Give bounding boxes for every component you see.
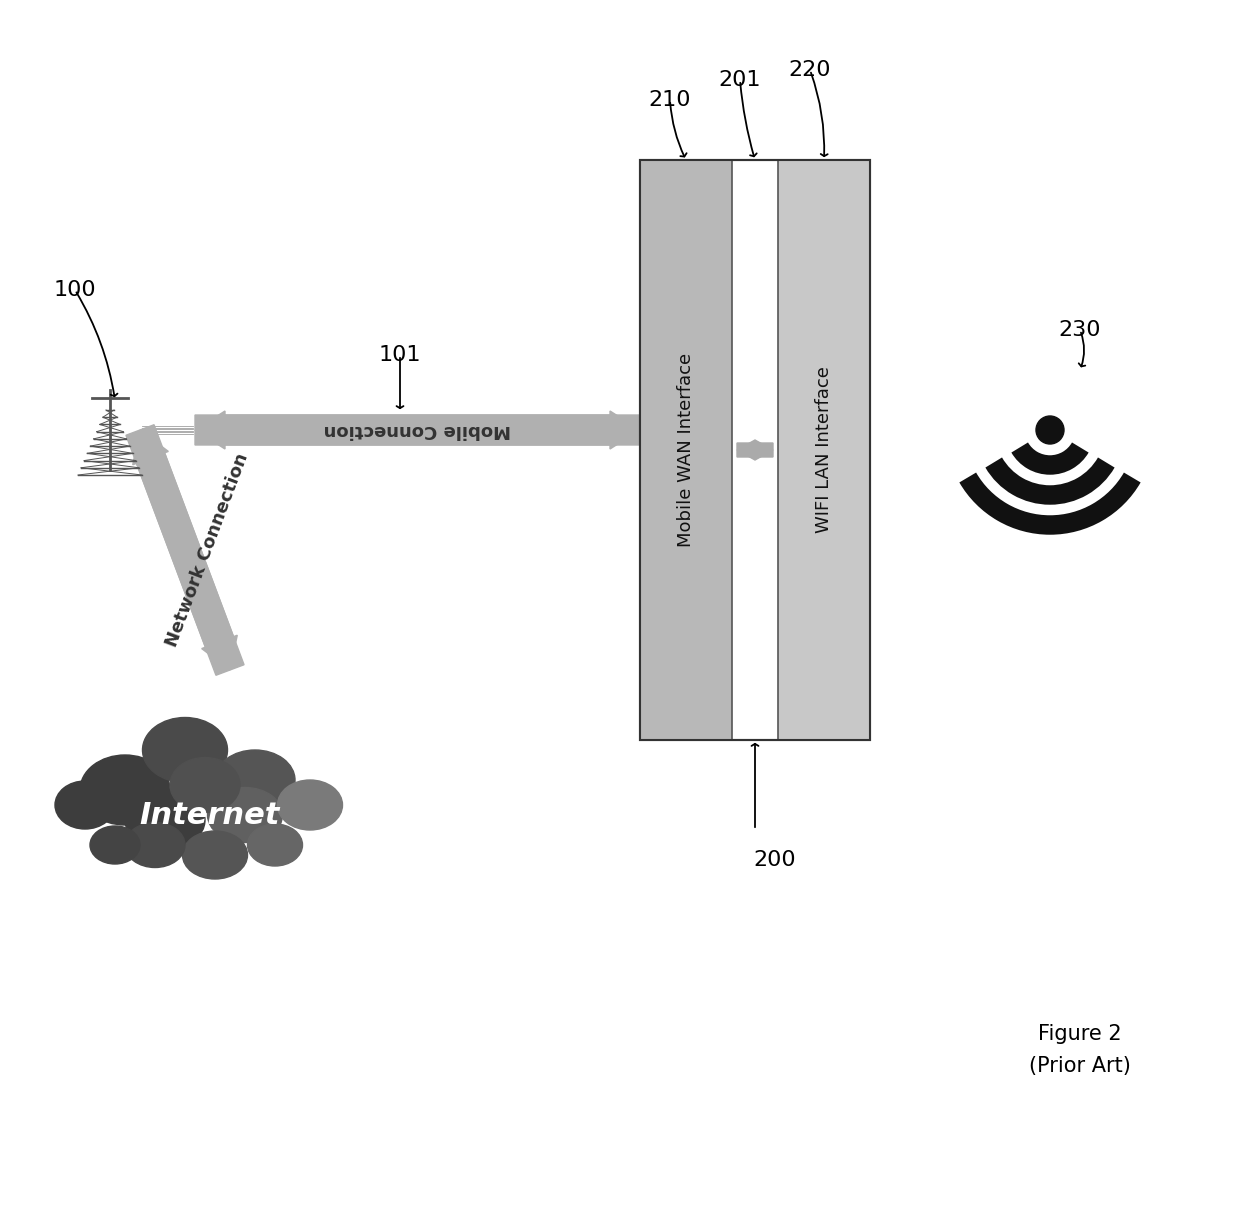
FancyArrow shape — [195, 411, 640, 449]
FancyArrow shape — [195, 411, 640, 449]
Text: Mobile WAN Interface: Mobile WAN Interface — [677, 353, 694, 546]
Ellipse shape — [182, 831, 248, 879]
Text: 101: 101 — [378, 345, 422, 365]
FancyArrow shape — [737, 440, 773, 459]
Text: Internet: Internet — [140, 800, 280, 829]
Bar — [640, 160, 732, 740]
Text: 210: 210 — [649, 89, 691, 110]
Text: 201: 201 — [719, 70, 761, 89]
Text: 220: 220 — [789, 60, 831, 80]
Text: Mobile Connection: Mobile Connection — [324, 421, 511, 439]
Ellipse shape — [125, 789, 205, 850]
Circle shape — [1035, 416, 1064, 444]
Bar — [777, 160, 870, 740]
Ellipse shape — [207, 787, 283, 843]
Text: WIFI LAN Interface: WIFI LAN Interface — [815, 366, 833, 533]
FancyArrow shape — [737, 440, 773, 459]
FancyArrow shape — [133, 430, 244, 676]
Ellipse shape — [248, 825, 303, 866]
Ellipse shape — [91, 826, 140, 864]
Text: 230: 230 — [1059, 320, 1101, 340]
Ellipse shape — [125, 822, 185, 868]
Text: 200: 200 — [754, 850, 796, 870]
Ellipse shape — [278, 780, 342, 831]
Ellipse shape — [55, 781, 115, 829]
Bar — [640, 160, 870, 740]
Ellipse shape — [215, 750, 295, 810]
FancyArrow shape — [126, 424, 237, 670]
Ellipse shape — [143, 717, 227, 782]
Bar — [640, 160, 870, 740]
Text: 100: 100 — [53, 280, 97, 300]
Ellipse shape — [170, 758, 241, 812]
Text: Network Connection: Network Connection — [162, 451, 252, 649]
Ellipse shape — [81, 754, 170, 825]
Text: Figure 2
(Prior Art): Figure 2 (Prior Art) — [1029, 1024, 1131, 1076]
